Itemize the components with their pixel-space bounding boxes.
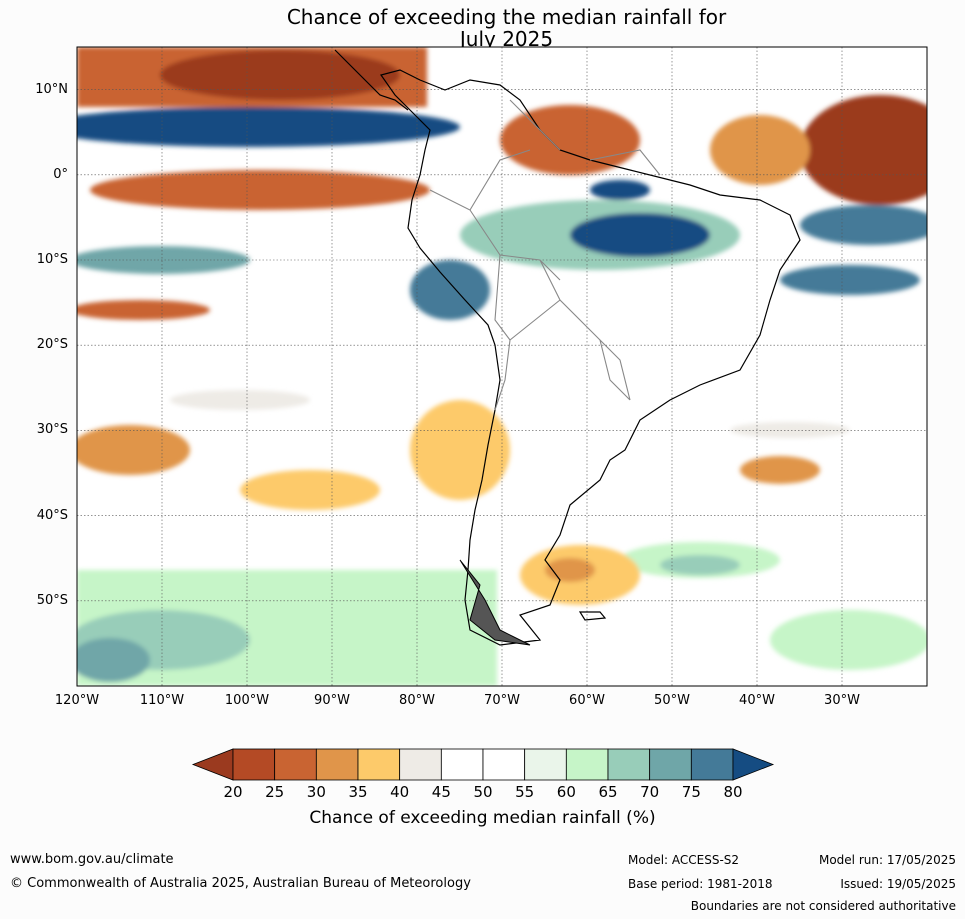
atlantic-grey-patch [730, 422, 850, 438]
colorbar-bin [274, 748, 317, 781]
base-period: Base period: 1981-2018 [628, 877, 773, 891]
colorbar-low-extension [191, 748, 234, 781]
copyright-text: © Commonwealth of Australia 2025, Austra… [10, 876, 471, 891]
pacific-grey-patch [170, 390, 310, 410]
south-atlantic-teal-patch [660, 555, 740, 575]
amazon-wet-core [570, 213, 710, 257]
latitude-label: 10°N [35, 81, 68, 97]
south-pacific-dry-patch [240, 470, 380, 510]
amazon-wet-north [590, 180, 650, 200]
equatorial-pacific-wet-band [77, 107, 460, 147]
model-name: Model: ACCESS-S2 [628, 853, 740, 867]
colorbar-tick-label: 45 [431, 783, 451, 801]
colorbar-tick-label: 55 [515, 783, 535, 801]
colorbar-bin [524, 748, 567, 781]
latitude-label: 40°S [36, 507, 68, 523]
colorbar-tick-label: 40 [390, 783, 410, 801]
central-atlantic-orange [710, 115, 810, 185]
far-south-atlantic-green [770, 610, 927, 670]
colorbar-bin [399, 748, 442, 781]
tierra-del-fuego [459, 559, 531, 646]
map-frame [77, 47, 927, 686]
latitude-label: 20°S [36, 337, 68, 353]
colorbar-tick-label: 75 [681, 783, 701, 801]
longitude-label: 120°W [54, 693, 100, 708]
colorbar-bin [440, 748, 484, 781]
atlantic-wet-south [780, 265, 920, 295]
map-title-line1: Chance of exceeding the median rainfall … [286, 5, 727, 29]
model-run-date: Model run: 17/05/2025 [818, 853, 956, 867]
issued-date: Issued: 19/05/2025 [840, 877, 956, 891]
colorbar-bin [315, 748, 359, 781]
colorbar-tick-label: 50 [473, 783, 493, 801]
longitude-label: 70°W [484, 693, 520, 708]
latitude-label: 10°S [36, 252, 68, 267]
colorbar-tick-label: 70 [640, 783, 660, 801]
longitude-label: 80°W [399, 693, 435, 708]
colorbar [191, 748, 775, 781]
graticule [77, 47, 927, 686]
colorbar-tick-label: 30 [306, 783, 326, 801]
colorbar-label: Chance of exceeding median rainfall (%) [309, 808, 656, 828]
longitude-label: 60°W [569, 693, 605, 708]
longitude-label: 90°W [314, 693, 350, 708]
longitude-label: 40°W [739, 693, 775, 708]
colorbar-tick-label: 25 [265, 783, 285, 801]
east-pacific-dry-band [90, 170, 430, 210]
colorbar-bin [357, 748, 401, 781]
colorbar-bin [482, 748, 526, 781]
longitude-label: 30°W [824, 693, 860, 708]
colorbar-tick-label: 80 [723, 783, 743, 801]
south-america-coastline [380, 69, 801, 646]
north-pacific-very-dry [160, 50, 400, 100]
colorbar-bin [607, 748, 651, 781]
colorbar-tick-label: 35 [348, 783, 368, 801]
pacific-teal-band [77, 246, 250, 274]
colorbar-tick-label: 20 [223, 783, 243, 801]
colorbar-bin [690, 748, 734, 781]
map-border [76, 46, 928, 687]
colorbar-tick-label: 65 [598, 783, 618, 801]
andes-wet-band [410, 260, 490, 320]
latitude-label: 50°S [36, 592, 68, 608]
chile-coast-dry [410, 400, 510, 500]
website-link[interactable]: www.bom.gov.au/climate [10, 852, 174, 867]
central-america-coastline [334, 49, 409, 111]
northern-south-america-dry [500, 105, 640, 175]
longitude-label: 50°W [654, 693, 690, 708]
east-pacific-dry-band-2 [77, 300, 210, 320]
longitude-label: 110°W [139, 693, 185, 708]
colorbar-tick-label: 60 [556, 783, 576, 801]
colorbar-bin [649, 748, 692, 781]
subtropical-pacific-dry [77, 425, 190, 475]
boundaries-disclaimer: Boundaries are not considered authoritat… [690, 899, 956, 913]
atlantic-wet-band [800, 205, 927, 245]
colorbar-bin [565, 748, 609, 781]
atlantic-subtropical-dry [740, 456, 820, 484]
country-borders [429, 99, 661, 411]
colorbar-high-extension [732, 748, 775, 781]
longitude-label: 100°W [224, 693, 270, 708]
latitude-label: 30°S [36, 422, 68, 438]
colorbar-bin [232, 748, 276, 781]
latitude-label: 0° [53, 166, 68, 182]
southern-ocean-blue-patch [77, 638, 150, 682]
map-title-line2: July 2025 [459, 27, 554, 51]
east-atlantic-dry [800, 95, 927, 205]
falkland-islands [578, 611, 607, 621]
